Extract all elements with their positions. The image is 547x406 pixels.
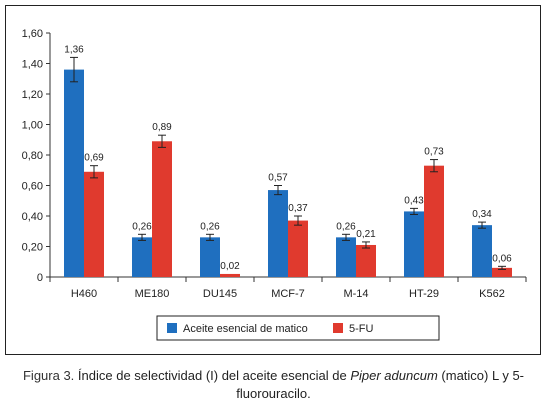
legend-box (156, 315, 440, 341)
data-label-5fu: 0,21 (356, 229, 376, 240)
data-label-5fu: 0,89 (152, 122, 172, 133)
bar-matico (132, 237, 152, 277)
data-label-5fu: 0,69 (84, 153, 104, 164)
bar-5fu (492, 267, 512, 277)
y-tick-label: 1,20 (22, 89, 43, 101)
bar-5fu (220, 273, 240, 277)
caption-species: Piper aduncum (350, 368, 438, 383)
bar-chart: 0 0,20 0,40 0,60 0,80 1,00 1,20 1,40 1,60 H460 ME1… (22, 28, 527, 341)
data-label-matico: 0,34 (472, 209, 492, 220)
y-tick-label: 1,40 (22, 59, 43, 71)
bar-5fu (424, 165, 444, 277)
x-tick-label: H460 (71, 288, 97, 300)
data-label-matico: 0,26 (336, 221, 356, 232)
y-tick-label: 0,20 (22, 242, 43, 254)
data-label-5fu: 0,06 (492, 253, 512, 264)
y-tick-label: 0,40 (22, 211, 43, 223)
legend-swatch-5fu (333, 323, 343, 333)
data-label-5fu: 0,37 (288, 203, 308, 214)
bar-matico (200, 237, 220, 277)
bar-5fu (84, 171, 104, 277)
y-tick-label: 0 (37, 272, 43, 284)
caption-text-before: Índice de selectividad (I) del aceite es… (74, 368, 351, 383)
data-label-matico: 0,43 (404, 195, 424, 206)
data-label-matico: 0,26 (200, 221, 220, 232)
bar-5fu (356, 244, 376, 277)
bar-matico (472, 225, 492, 277)
chart-frame: 0 0,20 0,40 0,60 0,80 1,00 1,20 1,40 1,60 H460 ME1… (5, 5, 541, 355)
legend-swatch-matico (167, 323, 177, 333)
bar-5fu (288, 220, 308, 277)
y-tick-label: 0,60 (22, 181, 43, 193)
caption-label: Figura 3. (22, 368, 75, 383)
x-tick-label: ME180 (135, 288, 170, 300)
bar-matico (336, 237, 356, 277)
data-label-matico: 1,36 (64, 44, 84, 55)
data-label-5fu: 0,73 (424, 147, 444, 158)
y-tick-label: 0,80 (22, 150, 43, 162)
caption-text-after: (matico) L y 5-fluorouracilo. (236, 368, 524, 401)
bar-5fu (152, 141, 172, 277)
x-tick-label: HT-29 (409, 288, 439, 300)
legend-label-matico: Aceite esencial de matico (183, 323, 308, 335)
x-tick-label: M-14 (343, 288, 368, 300)
x-tick-label: MCF-7 (271, 288, 305, 300)
bar-matico (404, 211, 424, 277)
x-tick-label: K562 (479, 288, 505, 300)
y-tick-label: 1,60 (22, 28, 43, 40)
x-tick-label: DU145 (203, 288, 237, 300)
figure-caption: Figura 3. Índice de selectividad (I) del… (0, 367, 547, 403)
y-tick-label: 1,00 (22, 120, 43, 132)
data-label-5fu: 0,02 (220, 261, 240, 272)
data-label-matico: 0,26 (132, 221, 152, 232)
bar-matico (64, 69, 84, 277)
legend-label-5fu: 5-FU (349, 323, 374, 335)
data-label-matico: 0,57 (268, 173, 288, 184)
bar-matico (268, 190, 288, 277)
